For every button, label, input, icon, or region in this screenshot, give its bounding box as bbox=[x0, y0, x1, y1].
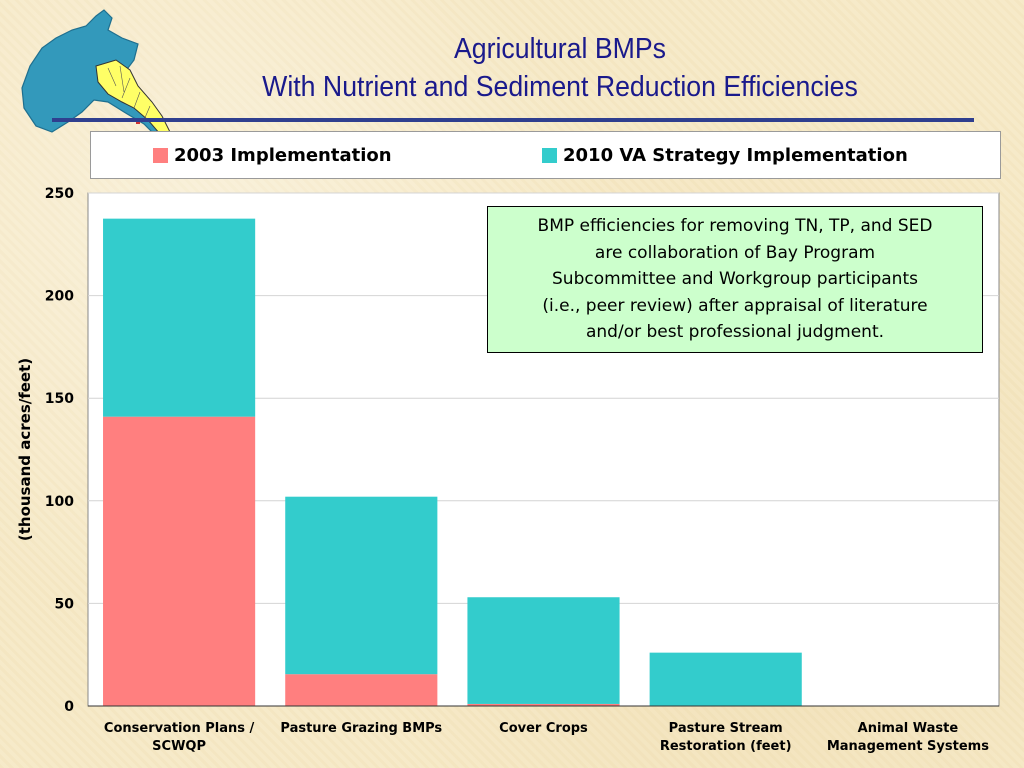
note-line-2: are collaboration of Bay Program bbox=[594, 242, 876, 263]
y-tick-label: 150 bbox=[45, 391, 74, 407]
bar-2003 bbox=[103, 416, 256, 706]
watershed-map-logo bbox=[21, 9, 171, 139]
bar-2010 bbox=[103, 218, 256, 417]
x-tick-label: Conservation Plans / bbox=[104, 721, 255, 736]
y-tick-label: 200 bbox=[45, 289, 74, 305]
x-tick-label: Restoration (feet) bbox=[660, 739, 792, 754]
legend-swatch-2010 bbox=[542, 148, 557, 163]
bar-2010 bbox=[285, 496, 438, 675]
y-tick-label: 50 bbox=[55, 596, 75, 612]
y-tick-label: 100 bbox=[45, 494, 74, 510]
bar-2010 bbox=[467, 597, 620, 704]
note-line-1: BMP efficiencies for removing TN, TP, an… bbox=[537, 216, 933, 236]
map-marker bbox=[136, 120, 140, 124]
legend-swatch-2003 bbox=[153, 148, 168, 163]
note-line-5: and/or best professional judgment. bbox=[585, 322, 885, 342]
bar-2003 bbox=[467, 703, 620, 706]
x-tick-label: Pasture Stream bbox=[669, 721, 783, 736]
legend-item-2010: 2010 VA Strategy Implementation bbox=[542, 145, 908, 166]
title-rule bbox=[52, 118, 974, 122]
title-line-2: With Nutrient and Sediment Reduction Eff… bbox=[262, 71, 858, 103]
x-tick-label: Cover Crops bbox=[499, 721, 588, 736]
note-line-4: (i.e., peer review) after appraisal of l… bbox=[542, 295, 928, 316]
x-tick-label: Animal Waste bbox=[858, 721, 959, 736]
efficiency-note: BMP efficiencies for removing TN, TP, an… bbox=[487, 206, 983, 353]
county-lines bbox=[107, 65, 151, 121]
legend: 2003 Implementation 2010 VA Strategy Imp… bbox=[90, 131, 1001, 179]
bar-2003 bbox=[285, 674, 438, 706]
legend-label-2010: 2010 VA Strategy Implementation bbox=[563, 145, 908, 166]
title-line-1: Agricultural BMPs bbox=[453, 33, 667, 65]
chart-title: Agricultural BMPs With Nutrient and Sedi… bbox=[155, 30, 965, 106]
y-axis-label: (thousand acres/feet) bbox=[16, 358, 34, 541]
bar-2010 bbox=[649, 652, 802, 706]
legend-label-2003: 2003 Implementation bbox=[174, 145, 392, 166]
legend-item-2003: 2003 Implementation bbox=[153, 145, 392, 166]
note-line-3: Subcommittee and Workgroup participants bbox=[552, 269, 918, 289]
y-tick-label: 250 bbox=[45, 186, 74, 202]
x-tick-label: Management Systems bbox=[827, 739, 989, 754]
x-tick-label: SCWQP bbox=[152, 739, 206, 754]
x-tick-label: Pasture Grazing BMPs bbox=[280, 721, 442, 736]
y-tick-label: 0 bbox=[64, 699, 74, 715]
